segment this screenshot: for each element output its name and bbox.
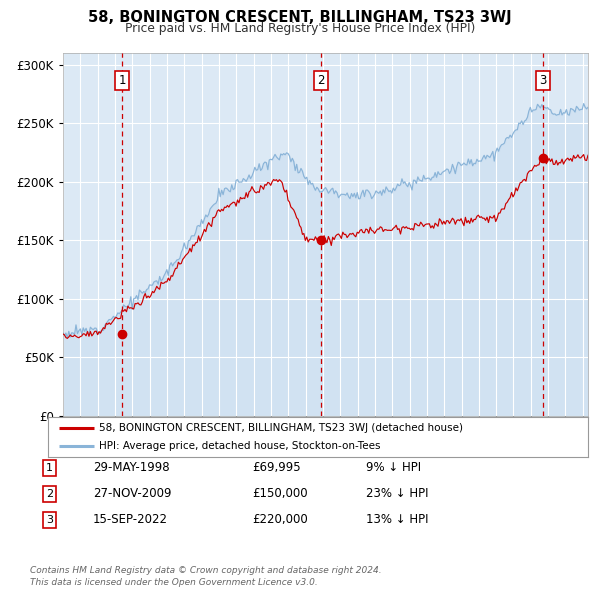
Text: 23% ↓ HPI: 23% ↓ HPI bbox=[366, 487, 428, 500]
Text: 2: 2 bbox=[317, 74, 325, 87]
Text: 27-NOV-2009: 27-NOV-2009 bbox=[93, 487, 172, 500]
Text: 29-MAY-1998: 29-MAY-1998 bbox=[93, 461, 170, 474]
Text: 3: 3 bbox=[539, 74, 547, 87]
Text: 58, BONINGTON CRESCENT, BILLINGHAM, TS23 3WJ (detached house): 58, BONINGTON CRESCENT, BILLINGHAM, TS23… bbox=[100, 423, 463, 433]
Text: £220,000: £220,000 bbox=[252, 513, 308, 526]
Text: 1: 1 bbox=[46, 463, 53, 473]
Text: HPI: Average price, detached house, Stockton-on-Tees: HPI: Average price, detached house, Stoc… bbox=[100, 441, 381, 451]
Text: 58, BONINGTON CRESCENT, BILLINGHAM, TS23 3WJ: 58, BONINGTON CRESCENT, BILLINGHAM, TS23… bbox=[88, 10, 512, 25]
Text: Price paid vs. HM Land Registry's House Price Index (HPI): Price paid vs. HM Land Registry's House … bbox=[125, 22, 475, 35]
Text: 9% ↓ HPI: 9% ↓ HPI bbox=[366, 461, 421, 474]
Text: 2: 2 bbox=[46, 489, 53, 499]
Text: 3: 3 bbox=[46, 515, 53, 525]
Text: £69,995: £69,995 bbox=[252, 461, 301, 474]
Text: 13% ↓ HPI: 13% ↓ HPI bbox=[366, 513, 428, 526]
Text: Contains HM Land Registry data © Crown copyright and database right 2024.
This d: Contains HM Land Registry data © Crown c… bbox=[30, 566, 382, 587]
Text: 15-SEP-2022: 15-SEP-2022 bbox=[93, 513, 168, 526]
Text: £150,000: £150,000 bbox=[252, 487, 308, 500]
Text: 1: 1 bbox=[118, 74, 126, 87]
